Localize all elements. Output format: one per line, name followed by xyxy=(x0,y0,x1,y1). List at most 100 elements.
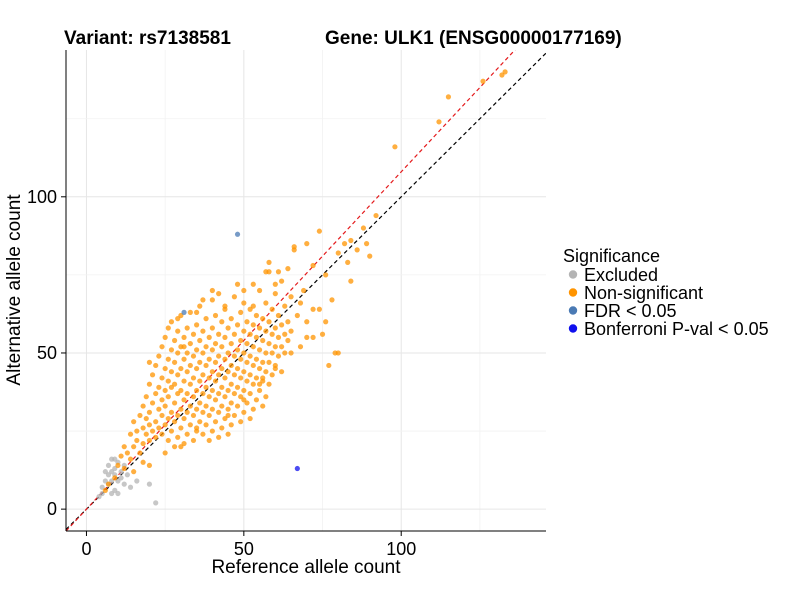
point-non-significant xyxy=(244,378,250,384)
point-non-significant xyxy=(112,475,118,481)
point-non-significant xyxy=(146,381,153,387)
point-non-significant xyxy=(275,353,282,359)
point-non-significant xyxy=(263,269,269,275)
point-non-significant xyxy=(222,334,228,340)
point-non-significant xyxy=(219,425,225,431)
point-non-significant xyxy=(168,409,175,415)
point-non-significant xyxy=(269,331,275,337)
point-non-significant xyxy=(310,306,316,312)
legend-swatch xyxy=(568,288,578,297)
point-non-significant xyxy=(445,94,452,100)
point-non-significant xyxy=(282,331,288,337)
point-non-significant xyxy=(234,403,241,409)
reference-line-2 xyxy=(66,50,516,531)
point-non-significant xyxy=(156,353,162,359)
data-points xyxy=(96,69,508,506)
point-non-significant xyxy=(348,237,354,244)
point-non-significant xyxy=(231,331,237,337)
point-non-significant xyxy=(392,144,398,150)
point-non-significant xyxy=(279,344,285,350)
point-non-significant xyxy=(209,287,215,294)
point-non-significant xyxy=(190,331,197,337)
point-non-significant xyxy=(206,356,212,362)
point-non-significant xyxy=(216,353,222,359)
point-excluded xyxy=(118,475,124,481)
point-non-significant xyxy=(316,306,322,312)
point-non-significant xyxy=(159,344,165,350)
point-non-significant xyxy=(168,369,175,375)
point-non-significant xyxy=(272,291,278,297)
point-non-significant xyxy=(209,297,215,303)
point-non-significant xyxy=(206,394,212,400)
point-non-significant xyxy=(175,350,181,356)
point-non-significant xyxy=(181,397,187,403)
point-non-significant xyxy=(253,356,260,362)
point-non-significant xyxy=(238,337,244,344)
point-non-significant xyxy=(137,450,143,456)
point-non-significant xyxy=(480,78,486,84)
x-tick-label: 100 xyxy=(386,539,416,559)
point-non-significant xyxy=(162,422,168,428)
point-non-significant xyxy=(171,444,178,450)
point-excluded xyxy=(102,469,108,475)
grid-lines xyxy=(66,50,546,531)
point-non-significant xyxy=(241,350,247,356)
point-non-significant xyxy=(131,469,137,475)
point-non-significant xyxy=(238,419,244,425)
point-non-significant xyxy=(197,303,203,309)
point-non-significant xyxy=(250,381,256,387)
point-non-significant xyxy=(288,350,294,356)
point-non-significant xyxy=(178,406,184,412)
point-non-significant xyxy=(250,362,256,369)
point-non-significant xyxy=(203,316,209,322)
point-non-significant xyxy=(225,387,231,394)
point-non-significant xyxy=(231,412,237,419)
point-non-significant xyxy=(275,334,282,340)
point-non-significant xyxy=(171,337,178,344)
point-non-significant xyxy=(140,440,146,447)
point-non-significant xyxy=(256,287,263,294)
point-non-significant xyxy=(332,350,338,356)
point-non-significant xyxy=(105,481,112,487)
point-non-significant xyxy=(234,347,241,353)
point-non-significant xyxy=(156,384,162,390)
point-excluded xyxy=(121,481,127,487)
point-non-significant xyxy=(241,328,247,334)
point-non-significant xyxy=(165,356,171,362)
point-non-significant xyxy=(124,450,130,456)
plot-area: 0 50 100 0 50 100 xyxy=(27,50,546,559)
point-non-significant xyxy=(159,431,165,437)
point-non-significant xyxy=(304,319,310,325)
point-non-significant xyxy=(140,403,146,409)
point-non-significant xyxy=(436,119,442,125)
point-non-significant xyxy=(146,437,153,444)
point-non-significant xyxy=(256,365,263,372)
point-non-significant xyxy=(310,262,316,269)
point-non-significant xyxy=(187,309,193,315)
point-non-significant xyxy=(181,356,187,362)
point-non-significant xyxy=(146,462,153,469)
point-non-significant xyxy=(288,294,294,300)
point-non-significant xyxy=(269,306,275,312)
point-non-significant xyxy=(175,316,181,322)
point-non-significant xyxy=(250,281,256,287)
point-non-significant xyxy=(250,406,256,412)
point-non-significant xyxy=(234,281,241,287)
point-non-significant xyxy=(499,72,505,78)
point-non-significant xyxy=(225,412,231,419)
point-non-significant xyxy=(149,372,156,378)
point-non-significant xyxy=(200,409,206,415)
point-non-significant xyxy=(238,356,244,362)
point-non-significant xyxy=(260,359,266,365)
point-non-significant xyxy=(153,434,159,440)
point-excluded xyxy=(127,484,134,490)
point-non-significant xyxy=(162,365,168,372)
point-non-significant xyxy=(275,269,282,275)
point-non-significant xyxy=(197,359,203,365)
point-non-significant xyxy=(228,422,234,428)
point-non-significant xyxy=(247,372,253,378)
point-non-significant xyxy=(206,437,212,444)
point-non-significant xyxy=(216,390,222,397)
point-non-significant xyxy=(165,394,171,400)
point-non-significant xyxy=(153,390,159,397)
